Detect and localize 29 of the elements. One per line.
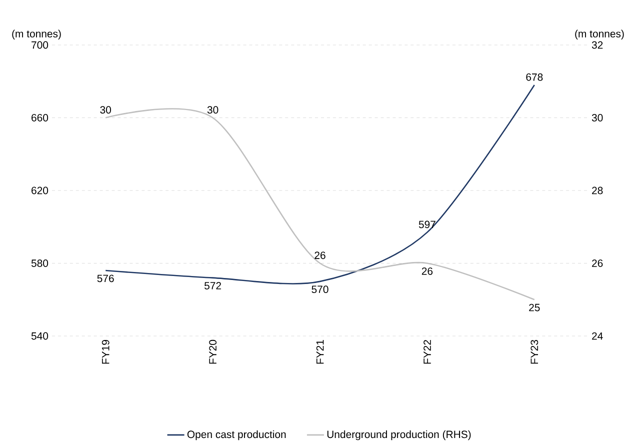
legend-label: Open cast production <box>187 430 286 440</box>
y-tick-label: 660 <box>32 114 48 122</box>
y2-tick-label: 28 <box>592 186 603 194</box>
x-tick-label: FY20 <box>209 340 217 364</box>
y-tick-label: 620 <box>32 186 48 194</box>
y2-tick-label: 30 <box>592 114 603 122</box>
data-label: 572 <box>204 282 221 290</box>
y2-tick-label: 26 <box>592 260 603 267</box>
data-label: 26 <box>422 267 433 275</box>
data-label: 30 <box>207 106 218 114</box>
data-label: 597 <box>418 220 436 228</box>
y-tick-label: 580 <box>31 260 48 267</box>
x-tick-label: FY23 <box>530 340 538 364</box>
y-tick-label: 700 <box>32 41 48 49</box>
y2-tick-label: 24 <box>592 332 603 340</box>
y2-tick-label: 32 <box>592 41 603 49</box>
x-tick-label: FY21 <box>316 340 324 364</box>
data-label: 678 <box>526 73 543 81</box>
y-tick-label: 540 <box>31 332 48 340</box>
data-label: 570 <box>312 286 328 294</box>
y2-axis-title: (m tonnes) <box>575 30 624 40</box>
x-tick-label: FY22 <box>424 340 431 364</box>
x-tick-label: FY19 <box>102 340 110 364</box>
legend-label: Underground production (RHS) <box>327 430 471 440</box>
data-label: 30 <box>100 106 112 114</box>
data-label: 25 <box>529 304 540 312</box>
y-axis-title: (m tonnes) <box>12 30 61 40</box>
data-label: 576 <box>97 274 114 282</box>
data-label: 26 <box>314 252 326 260</box>
